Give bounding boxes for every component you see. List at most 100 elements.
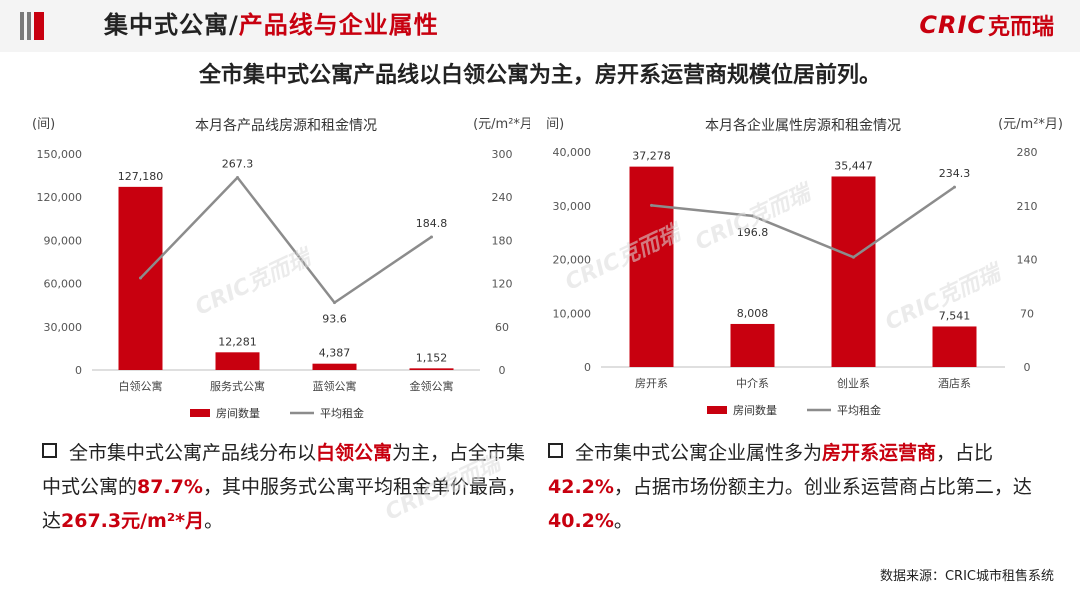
chart-svg: 本月各产品线房源和租金情况 (间) (元/m²*月) 150,000 120,000 90… (32, 117, 530, 420)
left-axis-unit: (间) (32, 117, 55, 132)
bullet-text: ，占据市场份额主力。创业系运营商占比第二，达 (613, 476, 1032, 498)
highlight-text: 白领公寓 (316, 442, 393, 464)
bar (831, 176, 876, 367)
bar-value-label: 37,278 (632, 150, 671, 163)
left-tick-label: 10,000 (553, 307, 592, 320)
right-tick-label: 120 (492, 278, 513, 291)
highlight-text: 267.3元/m²*月 (61, 510, 205, 532)
rent-line (139, 176, 433, 304)
right-tick-label: 210 (1017, 200, 1038, 213)
bar (932, 326, 977, 367)
bullet-text: ，其中服务式公寓平均租金单价最高，达 (42, 476, 526, 532)
category-label: 创业系 (837, 377, 870, 390)
logo-cn: 克而瑞 (987, 15, 1054, 40)
bar-value-label: 7,541 (939, 309, 971, 322)
right-tick-label: 0 (1024, 361, 1031, 374)
product-line-chart: 本月各产品线房源和租金情况 (间) (元/m²*月) 150,000 120,000 90… (10, 112, 530, 432)
rent-line (651, 186, 956, 259)
bar (215, 352, 260, 370)
category-label: 酒店系 (938, 376, 971, 390)
bullet-text: ，占比 (936, 442, 994, 464)
left-tick-label: 90,000 (44, 234, 83, 247)
bullet-text: 全市集中式公寓产品线分布以 (69, 442, 317, 464)
right-axis-unit: (元/m²*月) (473, 117, 530, 132)
bar-value-label: 127,180 (118, 170, 164, 183)
legend-bar-label: 房间数量 (733, 404, 777, 417)
bar (730, 323, 775, 367)
cric-logo: CRIC 克而瑞 (919, 10, 1054, 40)
bar (629, 166, 674, 367)
left-tick-label: 40,000 (553, 146, 592, 159)
highlight-text: 42.2% (548, 476, 614, 498)
category-label: 房开系 (635, 377, 668, 390)
right-tick-label: 0 (499, 364, 506, 377)
right-axis-unit: (元/m²*月) (998, 117, 1063, 132)
rent-point (650, 203, 653, 207)
rent-value-label: 267.3 (222, 158, 254, 171)
bar (409, 368, 454, 370)
bullet-square-icon (548, 443, 563, 458)
chart-title: 本月各产品线房源和租金情况 (195, 118, 377, 134)
rent-point (139, 276, 142, 280)
data-source-note: 数据来源：CRIC城市租售系统 (879, 569, 1054, 584)
bullet-text: 。 (204, 510, 224, 532)
right-tick-label: 280 (1017, 146, 1038, 159)
page-title-part2: 产品线与企业属性 (238, 11, 439, 39)
highlight-text: 87.7% (137, 476, 203, 498)
left-tick-label: 0 (75, 364, 82, 377)
rent-point (236, 176, 239, 180)
right-tick-label: 70 (1020, 307, 1034, 320)
category-label: 中介系 (736, 377, 769, 390)
highlight-text: 房开系运营商 (822, 442, 937, 464)
page-title: 集中式公寓/产品线与企业属性 (104, 8, 439, 42)
bullet-square-icon (42, 443, 57, 458)
category-label: 蓝领公寓 (313, 379, 357, 393)
rent-value-label: 234.3 (939, 167, 971, 180)
category-label: 金领公寓 (410, 379, 454, 393)
page-title-part1: 集中式公寓/ (104, 11, 239, 39)
bullet-text: 。 (613, 510, 633, 532)
enterprise-type-chart: 本月各企业属性房源和租金情况 (间) (元/m²*月) 40,000 30,000 20,… (545, 112, 1065, 432)
right-tick-label: 60 (495, 321, 509, 334)
left-tick-label: 120,000 (37, 191, 83, 204)
left-tick-label: 60,000 (44, 278, 83, 291)
left-tick-label: 30,000 (553, 200, 592, 213)
rent-point (953, 185, 956, 189)
rent-value-label: 93.6 (322, 313, 347, 326)
bar-value-label: 8,008 (737, 307, 769, 320)
logo-latin: CRIC (919, 11, 986, 39)
left-tick-label: 20,000 (553, 254, 592, 267)
rent-point (751, 214, 754, 218)
left-tick-label: 30,000 (44, 321, 83, 334)
rent-point (852, 255, 855, 259)
header-bar: 集中式公寓/产品线与企业属性 CRIC 克而瑞 (0, 0, 1080, 52)
header-stripes-icon (20, 12, 44, 40)
rent-point (430, 235, 433, 239)
right-tick-label: 140 (1017, 254, 1038, 267)
left-tick-label: 150,000 (37, 148, 83, 161)
legend-line-label: 平均租金 (837, 403, 881, 417)
bullet-enterprise: 全市集中式公寓企业属性多为房开系运营商，占比 42.2%，占据市场份额主力。创业系… (548, 436, 1038, 538)
rent-value-label: 196.8 (737, 226, 769, 239)
right-tick-label: 300 (492, 148, 513, 161)
bar-value-label: 4,387 (319, 347, 351, 360)
legend-bar-swatch (707, 406, 727, 414)
bar (312, 363, 357, 370)
left-tick-label: 0 (584, 361, 591, 374)
slide-subtitle: 全市集中式公寓产品线以白领公寓为主，房开系运营商规模位居前列。 (198, 63, 881, 88)
legend-bar-label: 房间数量 (216, 407, 260, 420)
bar-value-label: 35,447 (834, 159, 873, 172)
right-tick-label: 240 (492, 191, 513, 204)
category-label: 白领公寓 (119, 379, 163, 393)
legend-bar-swatch (190, 409, 210, 417)
left-axis-unit: (间) (545, 117, 564, 132)
legend-line-label: 平均租金 (320, 406, 364, 420)
right-tick-label: 180 (492, 234, 513, 247)
chart-svg: 本月各企业属性房源和租金情况 (间) (元/m²*月) 40,000 30,000 20,… (545, 117, 1063, 417)
bar-value-label: 1,152 (416, 351, 448, 364)
chart-title: 本月各企业属性房源和租金情况 (705, 117, 901, 134)
rent-value-label: 184.8 (416, 217, 448, 230)
category-label: 服务式公寓 (210, 379, 265, 393)
bullet-text: 全市集中式公寓企业属性多为 (575, 442, 823, 464)
rent-point (333, 301, 336, 305)
